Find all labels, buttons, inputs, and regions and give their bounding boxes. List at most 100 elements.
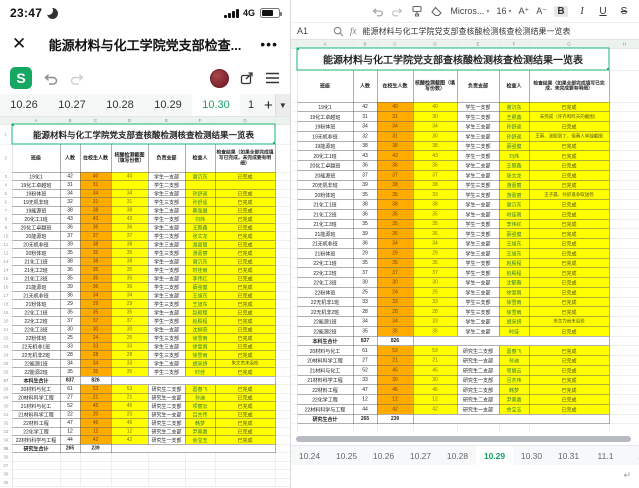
- headcount-cell[interactable]: 35: [352, 218, 378, 229]
- cell[interactable]: [608, 316, 639, 327]
- oncampus-count-cell[interactable]: 35: [376, 326, 414, 337]
- class-name-cell[interactable]: 21化工3班: [11, 273, 61, 283]
- cell[interactable]: [608, 111, 639, 122]
- class-name-cell[interactable]: 22无机非1班: [296, 296, 354, 307]
- cell[interactable]: [412, 413, 610, 424]
- cell[interactable]: [184, 477, 216, 487]
- result-cell[interactable]: 已完成: [214, 341, 276, 351]
- branch-cell[interactable]: 学生一支部: [456, 150, 500, 161]
- oncampus-count-cell[interactable]: 33: [376, 296, 414, 307]
- class-name-cell[interactable]: 22粉体班: [296, 287, 354, 298]
- class-name-cell[interactable]: 21化工2班: [11, 265, 61, 275]
- branch-cell[interactable]: 学生三支部: [456, 238, 500, 249]
- result-cell[interactable]: 已完成: [528, 248, 610, 259]
- row-number[interactable]: 16: [0, 282, 13, 292]
- class-name-cell[interactable]: 20无机非班: [296, 179, 354, 190]
- avatar[interactable]: [210, 68, 229, 88]
- headcount-cell[interactable]: 47: [352, 384, 378, 395]
- result-cell[interactable]: 已完成: [528, 160, 610, 171]
- screenshot-count-cell[interactable]: 35: [412, 218, 458, 229]
- screenshot-count-cell[interactable]: 36: [412, 228, 458, 239]
- corner-select-all[interactable]: [0, 117, 13, 125]
- cell[interactable]: [608, 394, 639, 405]
- headcount-cell[interactable]: 33: [59, 341, 81, 351]
- oncampus-count-cell[interactable]: 36: [79, 222, 112, 232]
- cell[interactable]: [11, 460, 61, 470]
- result-cell[interactable]: 已完成: [214, 426, 276, 436]
- cell[interactable]: [274, 222, 290, 232]
- class-name-cell[interactable]: 20化工卓越班: [296, 160, 354, 171]
- row-number[interactable]: 35: [0, 444, 13, 453]
- cell[interactable]: [59, 477, 81, 487]
- oncampus-count-cell[interactable]: 35: [79, 265, 112, 275]
- cell[interactable]: [274, 324, 290, 334]
- sheet-tab-10.24[interactable]: 10.24: [298, 450, 321, 461]
- oncampus-count-cell[interactable]: 37: [79, 231, 112, 241]
- branch-cell[interactable]: 学生二支部: [456, 111, 500, 122]
- result-cell[interactable]: 已完成: [528, 218, 610, 229]
- oncampus-count-cell[interactable]: 24: [376, 287, 414, 298]
- cell[interactable]: [608, 160, 639, 171]
- oncampus-count-cell[interactable]: 45: [79, 401, 112, 411]
- class-name-cell[interactable]: 22能源1班: [11, 358, 61, 368]
- headcount-cell[interactable]: 32: [59, 197, 81, 207]
- bold-button[interactable]: B: [554, 5, 568, 17]
- inspector-cell[interactable]: 蔡强健: [498, 140, 530, 151]
- inspector-cell[interactable]: 王照鑫: [498, 111, 530, 122]
- cell[interactable]: [79, 460, 112, 470]
- cell[interactable]: [274, 290, 290, 300]
- font-family-dropdown[interactable]: Micros... ▾: [450, 6, 490, 16]
- class-name-cell[interactable]: 20化工1班: [11, 214, 61, 224]
- inspector-cell[interactable]: 王照鑫: [498, 160, 530, 171]
- result-cell[interactable]: 已完成: [214, 239, 276, 249]
- result-cell[interactable]: 已完成: [528, 238, 610, 249]
- row-number[interactable]: 12: [0, 248, 13, 258]
- row-number[interactable]: 9: [0, 223, 13, 232]
- result-cell[interactable]: 已完成: [214, 256, 276, 266]
- branch-cell[interactable]: 学生二支部: [147, 222, 186, 232]
- column-header-E[interactable]: E: [457, 40, 500, 49]
- inspector-cell[interactable]: 韩梦: [184, 418, 216, 428]
- cell[interactable]: [214, 460, 276, 470]
- row-number[interactable]: 14: [0, 265, 13, 275]
- branch-cell[interactable]: 学生三支部: [456, 121, 500, 132]
- cell[interactable]: [274, 341, 290, 351]
- result-cell[interactable]: 已完成: [214, 418, 276, 428]
- branch-cell[interactable]: 学生三支部: [147, 341, 186, 351]
- inspector-cell[interactable]: 赵殿程: [498, 257, 530, 268]
- cell[interactable]: [147, 452, 186, 462]
- inspector-cell[interactable]: 沈郁薇: [498, 277, 530, 288]
- cell[interactable]: [274, 418, 290, 428]
- class-name-cell[interactable]: 22无机非2班: [11, 350, 61, 360]
- screenshot-count-cell[interactable]: 35: [412, 209, 458, 220]
- result-cell[interactable]: 已完成: [214, 248, 276, 258]
- inspector-cell[interactable]: [184, 180, 216, 190]
- cell[interactable]: [608, 248, 639, 259]
- sheet-title-cell[interactable]: 能源材料与化工学院党支部查核酸检测核查检测结果一览表: [11, 123, 276, 145]
- class-name-cell[interactable]: 22化学工程: [11, 426, 61, 436]
- headcount-cell[interactable]: 36: [352, 238, 378, 249]
- screenshot-count-cell[interactable]: 34: [110, 290, 149, 300]
- increase-font-button[interactable]: A⁺: [518, 5, 530, 16]
- result-cell[interactable]: 已完成: [528, 365, 610, 376]
- branch-cell[interactable]: 学生二支部: [456, 228, 500, 239]
- row-number[interactable]: 11: [0, 240, 13, 249]
- branch-cell[interactable]: 研究生二支部: [147, 426, 186, 436]
- screenshot-count-cell[interactable]: 34: [412, 238, 458, 249]
- result-cell[interactable]: 已完成: [214, 231, 276, 241]
- sheet-tab-10.30[interactable]: 10.30: [192, 94, 240, 116]
- inspector-cell[interactable]: 王旭东: [498, 238, 530, 249]
- class-name-cell[interactable]: 21粉体班: [11, 299, 61, 309]
- result-cell[interactable]: 已完成: [214, 222, 276, 232]
- result-cell[interactable]: 已完成: [528, 101, 610, 112]
- row-number[interactable]: 20: [0, 316, 13, 326]
- class-name-cell[interactable]: 21化工1班: [11, 256, 61, 266]
- inspector-cell[interactable]: 吕杰伟: [184, 409, 216, 419]
- row-number[interactable]: 36: [0, 452, 13, 462]
- oncampus-count-cell[interactable]: 36: [376, 160, 414, 171]
- screenshot-count-cell[interactable]: 42: [412, 404, 458, 415]
- cell[interactable]: [274, 469, 290, 479]
- headcount-cell[interactable]: 12: [59, 426, 81, 436]
- branch-cell[interactable]: 学生一支部: [147, 214, 186, 224]
- result-cell[interactable]: 已完成: [528, 394, 610, 405]
